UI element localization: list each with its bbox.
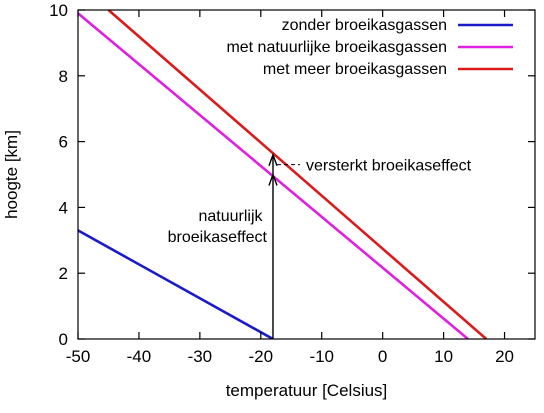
legend-entry-2: met natuurlijke broeikasgassen: [226, 39, 513, 56]
arrow-layer: [268, 152, 278, 339]
x-tick-label: 20: [495, 347, 514, 366]
x-tick-label: 0: [378, 347, 387, 366]
y-tick-label: 10: [49, 1, 68, 20]
x-tick-label: -50: [66, 347, 91, 366]
y-tick-label: 6: [59, 133, 68, 152]
legend-label: zonder broeikasgassen: [282, 17, 447, 34]
legend-entry-1: zonder broeikasgassen: [282, 17, 513, 34]
annotation-enhanced-effect: versterkt broeikaseffect: [306, 158, 472, 175]
legend: zonder broeikasgassen met natuurlijke bro…: [226, 17, 513, 78]
y-tick-label: 4: [59, 198, 68, 217]
series-line-3: [107, 10, 488, 339]
series-line-1: [78, 229, 274, 339]
annotation-natural-line-2: broeikaseffect: [168, 229, 268, 246]
y-tick-label: 2: [59, 264, 68, 283]
y-axis-title: hoogte [km]: [2, 130, 21, 219]
x-tick-label: -40: [127, 347, 152, 366]
x-tick-label: -30: [188, 347, 213, 366]
legend-label: met meer broeikasgassen: [263, 61, 447, 78]
arrow-1: [268, 172, 278, 339]
legend-label: met natuurlijke broeikasgassen: [226, 39, 447, 56]
annotation-natural-line-1: natuurlijk: [199, 208, 264, 225]
x-tick-label: -10: [309, 347, 334, 366]
y-tick-label: 8: [59, 67, 68, 86]
x-axis-title: temperatuur [Celsius]: [226, 381, 388, 400]
y-tick-label: 0: [59, 330, 68, 349]
plot-frame: [77, 9, 536, 340]
annotation-natural-effect: natuurlijk broeikaseffect: [168, 208, 268, 246]
ticks-layer: -50 -40 -30 -20 -10 0 10 20 0 2 4 6 8 10: [49, 1, 535, 366]
x-tick-label: 10: [434, 347, 453, 366]
x-tick-label: -20: [249, 347, 274, 366]
arrow-2: [268, 152, 278, 175]
legend-entry-3: met meer broeikasgassen: [263, 61, 513, 78]
